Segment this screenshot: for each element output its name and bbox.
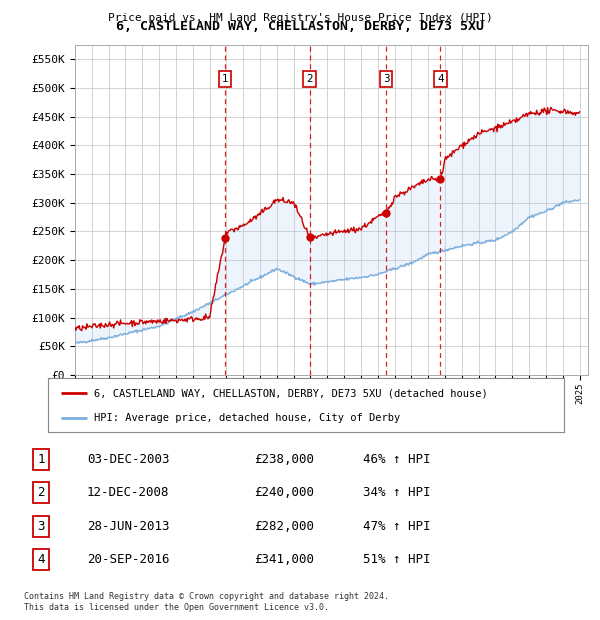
Text: £240,000: £240,000 xyxy=(254,486,314,499)
Text: 34% ↑ HPI: 34% ↑ HPI xyxy=(364,486,431,499)
Text: 6, CASTLELAND WAY, CHELLASTON, DERBY, DE73 5XU (detached house): 6, CASTLELAND WAY, CHELLASTON, DERBY, DE… xyxy=(94,388,488,398)
Text: Contains HM Land Registry data © Crown copyright and database right 2024.
This d: Contains HM Land Registry data © Crown c… xyxy=(24,592,389,611)
Text: 20-SEP-2016: 20-SEP-2016 xyxy=(87,553,169,566)
Text: 4: 4 xyxy=(37,553,44,566)
Text: 2: 2 xyxy=(37,486,44,499)
Text: 28-JUN-2013: 28-JUN-2013 xyxy=(87,520,169,533)
Text: 1: 1 xyxy=(222,74,229,84)
Text: Price paid vs. HM Land Registry's House Price Index (HPI): Price paid vs. HM Land Registry's House … xyxy=(107,12,493,22)
Text: 4: 4 xyxy=(437,74,444,84)
Text: 03-DEC-2003: 03-DEC-2003 xyxy=(87,453,169,466)
Text: 3: 3 xyxy=(37,520,44,533)
Text: £238,000: £238,000 xyxy=(254,453,314,466)
Text: 12-DEC-2008: 12-DEC-2008 xyxy=(87,486,169,499)
Text: 51% ↑ HPI: 51% ↑ HPI xyxy=(364,553,431,566)
Text: £341,000: £341,000 xyxy=(254,553,314,566)
Text: 6, CASTLELAND WAY, CHELLASTON, DERBY, DE73 5XU: 6, CASTLELAND WAY, CHELLASTON, DERBY, DE… xyxy=(116,20,484,33)
Text: £282,000: £282,000 xyxy=(254,520,314,533)
Text: HPI: Average price, detached house, City of Derby: HPI: Average price, detached house, City… xyxy=(94,414,401,423)
Text: 47% ↑ HPI: 47% ↑ HPI xyxy=(364,520,431,533)
Text: 46% ↑ HPI: 46% ↑ HPI xyxy=(364,453,431,466)
Text: 1: 1 xyxy=(37,453,44,466)
Text: 3: 3 xyxy=(383,74,389,84)
Text: 2: 2 xyxy=(307,74,313,84)
